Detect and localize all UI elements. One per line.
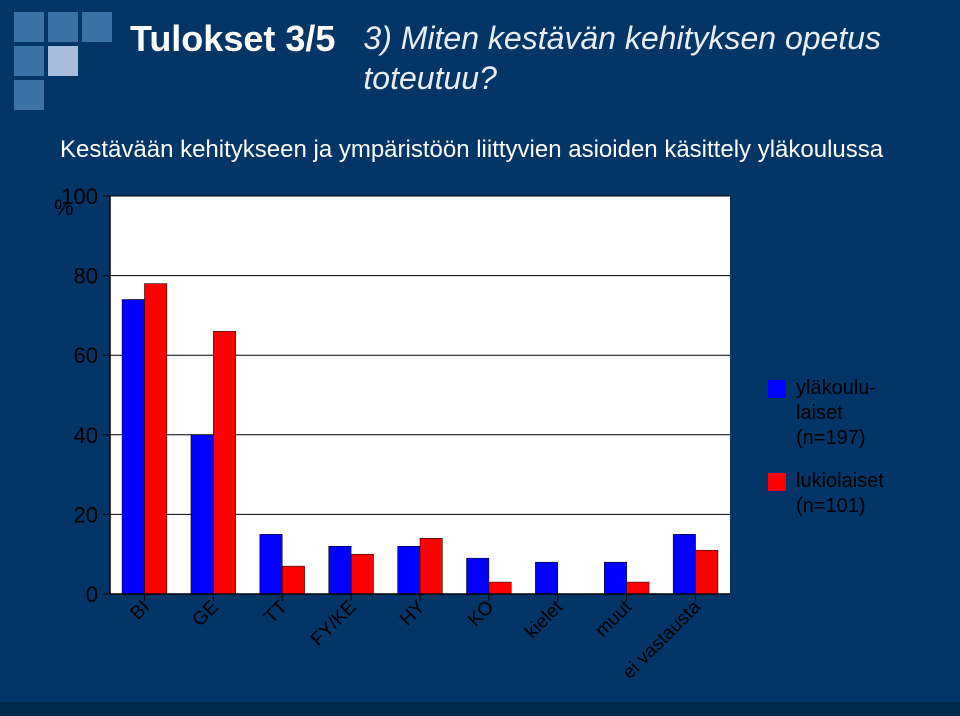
bar: [191, 435, 213, 594]
bar: [282, 566, 304, 594]
deco-square: [48, 12, 78, 42]
bar: [489, 582, 511, 594]
svg-text:60: 60: [74, 343, 98, 368]
bar: [260, 534, 282, 594]
title-row: Tulokset 3/5 3) Miten kestävän kehitykse…: [130, 18, 940, 98]
category-label: muut: [591, 596, 636, 641]
category-label: KO: [464, 597, 498, 631]
category-label: GE: [189, 597, 223, 631]
corner-decoration: [14, 12, 124, 122]
legend-item: yläkoulu- laiset (n=197): [768, 376, 948, 451]
deco-square: [82, 12, 112, 42]
deco-square: [48, 46, 78, 76]
legend-label: yläkoulu- laiset (n=197): [796, 376, 876, 451]
bar: [467, 558, 489, 594]
svg-text:80: 80: [74, 264, 98, 289]
bar: [351, 554, 373, 594]
category-label: kielet: [521, 596, 568, 643]
bar: [144, 284, 166, 594]
bar: [213, 331, 235, 594]
category-label: TT: [260, 596, 292, 628]
svg-text:0: 0: [86, 582, 98, 607]
bar: [673, 534, 695, 594]
chart-description: Kestävään kehitykseen ja ympäristöön lii…: [60, 136, 900, 164]
bottom-shadow: [0, 702, 960, 716]
deco-square: [14, 12, 44, 42]
category-label: BI: [126, 597, 154, 625]
bar: [122, 299, 144, 594]
legend-item: lukiolaiset (n=101): [768, 469, 948, 519]
legend-label: lukiolaiset (n=101): [796, 469, 884, 519]
bar: [535, 562, 557, 594]
deco-square: [14, 46, 44, 76]
bar: [398, 546, 420, 594]
bar: [604, 562, 626, 594]
bar: [696, 550, 718, 594]
svg-text:40: 40: [74, 423, 98, 448]
category-label: HY: [396, 596, 430, 630]
bar: [329, 546, 351, 594]
deco-square: [14, 80, 44, 110]
category-label: FY/KE: [307, 597, 361, 651]
svg-text:100: 100: [61, 184, 98, 209]
bar: [420, 538, 442, 594]
legend: yläkoulu- laiset (n=197) lukiolaiset (n=1…: [768, 376, 948, 537]
legend-swatch: [768, 380, 786, 398]
page-title: Tulokset 3/5: [130, 18, 335, 60]
bar: [627, 582, 649, 594]
legend-swatch: [768, 473, 786, 491]
slide: Tulokset 3/5 3) Miten kestävän kehitykse…: [0, 0, 960, 716]
svg-text:20: 20: [74, 502, 98, 527]
page-subtitle-question: 3) Miten kestävän kehityksen opetus tote…: [363, 18, 940, 98]
